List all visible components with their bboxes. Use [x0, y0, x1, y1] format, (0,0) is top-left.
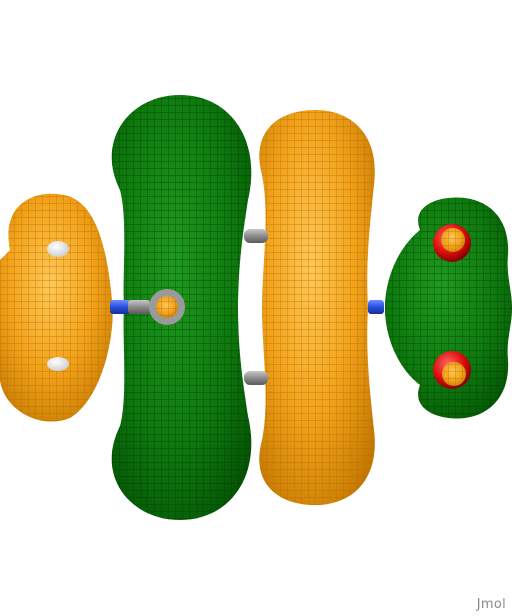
oxygen-atom-bottom: [433, 351, 471, 389]
orbital-lobe-right-negative: [385, 197, 512, 419]
oxygen-atom-top: [433, 224, 471, 262]
bond-c-h-top: [244, 229, 268, 243]
bond-c-n-right: [368, 300, 384, 314]
hydrogen-atom-top: [47, 241, 69, 257]
hydrogen-atom-bottom: [47, 357, 69, 371]
bond-c-h-bottom: [244, 371, 268, 385]
orbital-lobe-left-positive: [0, 193, 113, 422]
orbital-lobe-center-positive: [259, 110, 375, 505]
bond-c-n-left: [110, 300, 150, 314]
jmol-watermark: Jmol: [476, 597, 506, 612]
carbon-atom: [149, 289, 185, 325]
